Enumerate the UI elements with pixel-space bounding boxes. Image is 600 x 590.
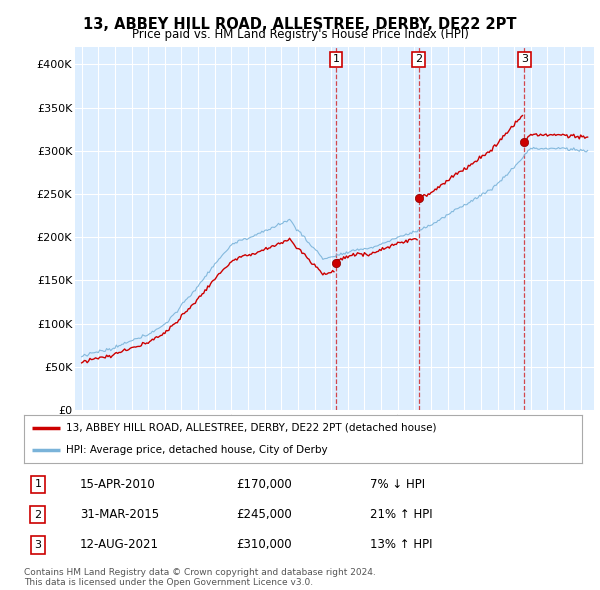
Text: 15-APR-2010: 15-APR-2010 (80, 478, 155, 491)
Text: 2: 2 (415, 54, 422, 64)
Text: 3: 3 (34, 540, 41, 550)
Text: 13% ↑ HPI: 13% ↑ HPI (370, 538, 433, 551)
Text: 1: 1 (332, 54, 340, 64)
Text: 21% ↑ HPI: 21% ↑ HPI (370, 508, 433, 521)
Text: 13, ABBEY HILL ROAD, ALLESTREE, DERBY, DE22 2PT: 13, ABBEY HILL ROAD, ALLESTREE, DERBY, D… (83, 17, 517, 31)
Text: 31-MAR-2015: 31-MAR-2015 (80, 508, 159, 521)
Text: 3: 3 (521, 54, 528, 64)
Text: Contains HM Land Registry data © Crown copyright and database right 2024.: Contains HM Land Registry data © Crown c… (24, 568, 376, 576)
Text: £245,000: £245,000 (236, 508, 292, 521)
Text: £170,000: £170,000 (236, 478, 292, 491)
Text: 1: 1 (34, 480, 41, 489)
Text: HPI: Average price, detached house, City of Derby: HPI: Average price, detached house, City… (66, 445, 328, 455)
Text: This data is licensed under the Open Government Licence v3.0.: This data is licensed under the Open Gov… (24, 578, 313, 587)
Text: 2: 2 (34, 510, 41, 520)
Text: 13, ABBEY HILL ROAD, ALLESTREE, DERBY, DE22 2PT (detached house): 13, ABBEY HILL ROAD, ALLESTREE, DERBY, D… (66, 423, 436, 433)
Text: 12-AUG-2021: 12-AUG-2021 (80, 538, 159, 551)
Text: Price paid vs. HM Land Registry's House Price Index (HPI): Price paid vs. HM Land Registry's House … (131, 28, 469, 41)
Text: £310,000: £310,000 (236, 538, 292, 551)
Text: 7% ↓ HPI: 7% ↓ HPI (370, 478, 425, 491)
